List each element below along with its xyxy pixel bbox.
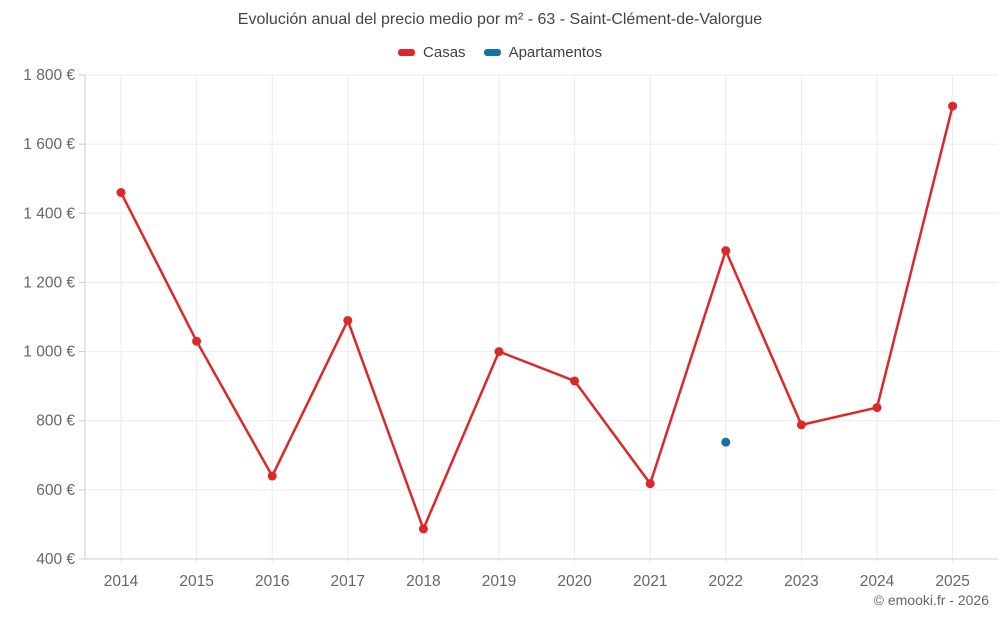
- x-axis-label-2025: 2025: [935, 573, 969, 590]
- casas-point-2014[interactable]: [116, 188, 126, 198]
- y-axis-label-1000: 1 000 €: [23, 344, 75, 361]
- x-axis-label-2016: 2016: [255, 573, 289, 590]
- apartamentos-legend-label: Apartamentos: [508, 44, 602, 61]
- x-axis-label-2022: 2022: [709, 573, 743, 590]
- casas-point-2020[interactable]: [570, 376, 580, 386]
- casas-point-2018[interactable]: [418, 524, 428, 534]
- x-axis-label-2015: 2015: [179, 573, 213, 590]
- x-axis-label-2024: 2024: [860, 573, 895, 590]
- x-axis-label-2017: 2017: [331, 573, 365, 590]
- legend-item-casas[interactable]: Casas: [398, 44, 466, 61]
- y-axis-label-1400: 1 400 €: [23, 205, 75, 222]
- y-axis-label-600: 600 €: [36, 482, 75, 499]
- y-axis-label-800: 800 €: [36, 413, 75, 430]
- y-axis-label-1800: 1 800 €: [23, 67, 75, 84]
- x-axis-label-2020: 2020: [557, 573, 592, 590]
- casas-point-2017[interactable]: [343, 315, 353, 325]
- x-axis-label-2014: 2014: [104, 573, 139, 590]
- casas-point-2025[interactable]: [948, 101, 958, 111]
- chart-legend: Casas Apartamentos: [0, 44, 1000, 61]
- chart-title: Evolución anual del precio medio por m² …: [237, 11, 763, 28]
- legend-item-apartamentos[interactable]: Apartamentos: [483, 44, 602, 61]
- x-axis-label-2021: 2021: [633, 573, 667, 590]
- casas-point-2023[interactable]: [796, 420, 806, 430]
- y-axis-label-400: 400 €: [36, 551, 75, 568]
- x-axis-label-2019: 2019: [482, 573, 516, 590]
- y-axis-label-1200: 1 200 €: [23, 274, 75, 291]
- casas-line: [119, 104, 954, 531]
- axis-lines: [84, 75, 998, 560]
- casas-point-2022[interactable]: [721, 246, 731, 256]
- apartamentos-point-2022[interactable]: [721, 437, 731, 447]
- apartamentos-legend-swatch-icon: [483, 49, 501, 56]
- casas-point-2019[interactable]: [494, 347, 504, 357]
- x-axis-label-2018: 2018: [406, 573, 440, 590]
- casas-legend-label: Casas: [423, 44, 466, 61]
- casas-legend-swatch-icon: [398, 49, 416, 56]
- casas-point-2016[interactable]: [267, 471, 277, 481]
- x-axis-label-2023: 2023: [784, 573, 818, 590]
- casas-point-2015[interactable]: [192, 336, 202, 346]
- casas-point-2021[interactable]: [645, 479, 655, 489]
- y-axis-label-1600: 1 600 €: [23, 136, 75, 153]
- copyright-text: © emooki.fr - 2026: [873, 592, 989, 608]
- casas-point-2024[interactable]: [872, 403, 882, 413]
